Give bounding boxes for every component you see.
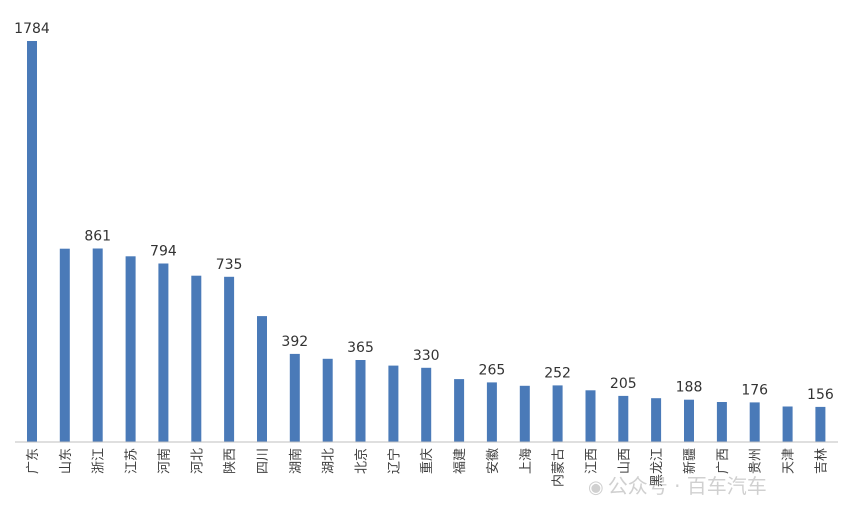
bar-北京 — [355, 360, 366, 442]
bar-吉林 — [815, 406, 826, 442]
category-label-浙江: 浙江 — [92, 448, 107, 474]
category-label-福建: 福建 — [453, 448, 468, 474]
category-label-新疆: 新疆 — [682, 448, 698, 474]
bar-山西 — [618, 395, 629, 442]
bar-河南 — [158, 263, 169, 442]
category-label-广东: 广东 — [26, 448, 41, 474]
value-label-吉林: 156 — [807, 387, 834, 403]
bar-上海 — [519, 385, 530, 442]
value-label-陕西: 735 — [216, 257, 243, 273]
bar-重庆 — [421, 367, 432, 442]
bar-江西 — [585, 390, 596, 442]
bar-浙江 — [92, 248, 103, 442]
bar-广西 — [716, 402, 727, 442]
bar-四川 — [257, 316, 267, 442]
value-label-北京: 365 — [347, 340, 374, 356]
value-label-安徽: 265 — [479, 362, 506, 378]
bar-内蒙古 — [552, 385, 563, 442]
category-label-山东: 山东 — [59, 448, 74, 474]
bar-山东 — [59, 248, 70, 442]
bar-新疆 — [684, 399, 694, 442]
value-label-内蒙古: 252 — [544, 365, 571, 381]
value-label-新疆: 188 — [676, 380, 703, 396]
bar-广东 — [27, 41, 37, 442]
category-label-陕西: 陕西 — [223, 448, 238, 474]
bar-辽宁 — [388, 365, 399, 442]
value-labels-layer: 1784 861 794 735 392 365 330 265 252 205 188 176 156 — [14, 21, 834, 403]
category-label-河南: 河南 — [156, 448, 172, 474]
value-label-贵州: 176 — [741, 382, 768, 398]
category-label-黑龙江: 黑龙江 — [650, 448, 665, 487]
bar-贵州 — [749, 402, 760, 442]
category-label-四川: 四川 — [256, 448, 271, 474]
value-label-山西: 205 — [610, 376, 637, 392]
bar-安徽 — [486, 382, 497, 442]
category-label-安徽: 安徽 — [486, 448, 501, 474]
category-label-天津: 天津 — [782, 448, 797, 474]
value-label-河南: 794 — [150, 244, 177, 260]
bar-河北 — [191, 275, 202, 442]
category-label-贵州: 贵州 — [749, 448, 764, 474]
category-label-湖北: 湖北 — [322, 448, 337, 474]
category-label-重庆: 重庆 — [419, 448, 435, 474]
category-label-吉林: 吉林 — [814, 448, 829, 474]
category-label-北京: 北京 — [355, 448, 370, 474]
bar-天津 — [782, 406, 793, 442]
category-labels-layer: 广东 山东 浙江 江苏 河南 河北 陕西 四川 湖南 湖北 北京 辽宁 重庆 福建 安徽 上海 内蒙古 江西 山西黑… — [26, 448, 829, 487]
category-label-江西: 江西 — [585, 448, 600, 474]
bar-陕西 — [224, 276, 235, 442]
bar-福建 — [454, 379, 465, 442]
bar-湖北 — [322, 358, 333, 442]
value-label-重庆: 330 — [413, 348, 440, 364]
category-label-内蒙古: 内蒙古 — [551, 448, 567, 487]
category-label-江苏: 江苏 — [124, 448, 140, 474]
category-label-湖南: 湖南 — [288, 448, 304, 474]
category-label-上海: 上海 — [519, 448, 534, 474]
category-label-辽宁: 辽宁 — [386, 448, 402, 474]
bars-layer — [27, 41, 826, 442]
bar-黑龙江 — [651, 398, 662, 442]
bar-湖南 — [289, 353, 300, 442]
value-label-浙江: 861 — [84, 229, 111, 245]
category-label-山西: 山西 — [617, 448, 632, 474]
category-label-河北: 河北 — [190, 448, 205, 474]
bar-江苏 — [125, 256, 136, 442]
category-label-广西: 广西 — [716, 448, 731, 474]
value-label-广东: 1784 — [14, 21, 50, 37]
value-label-湖南: 392 — [281, 334, 308, 350]
